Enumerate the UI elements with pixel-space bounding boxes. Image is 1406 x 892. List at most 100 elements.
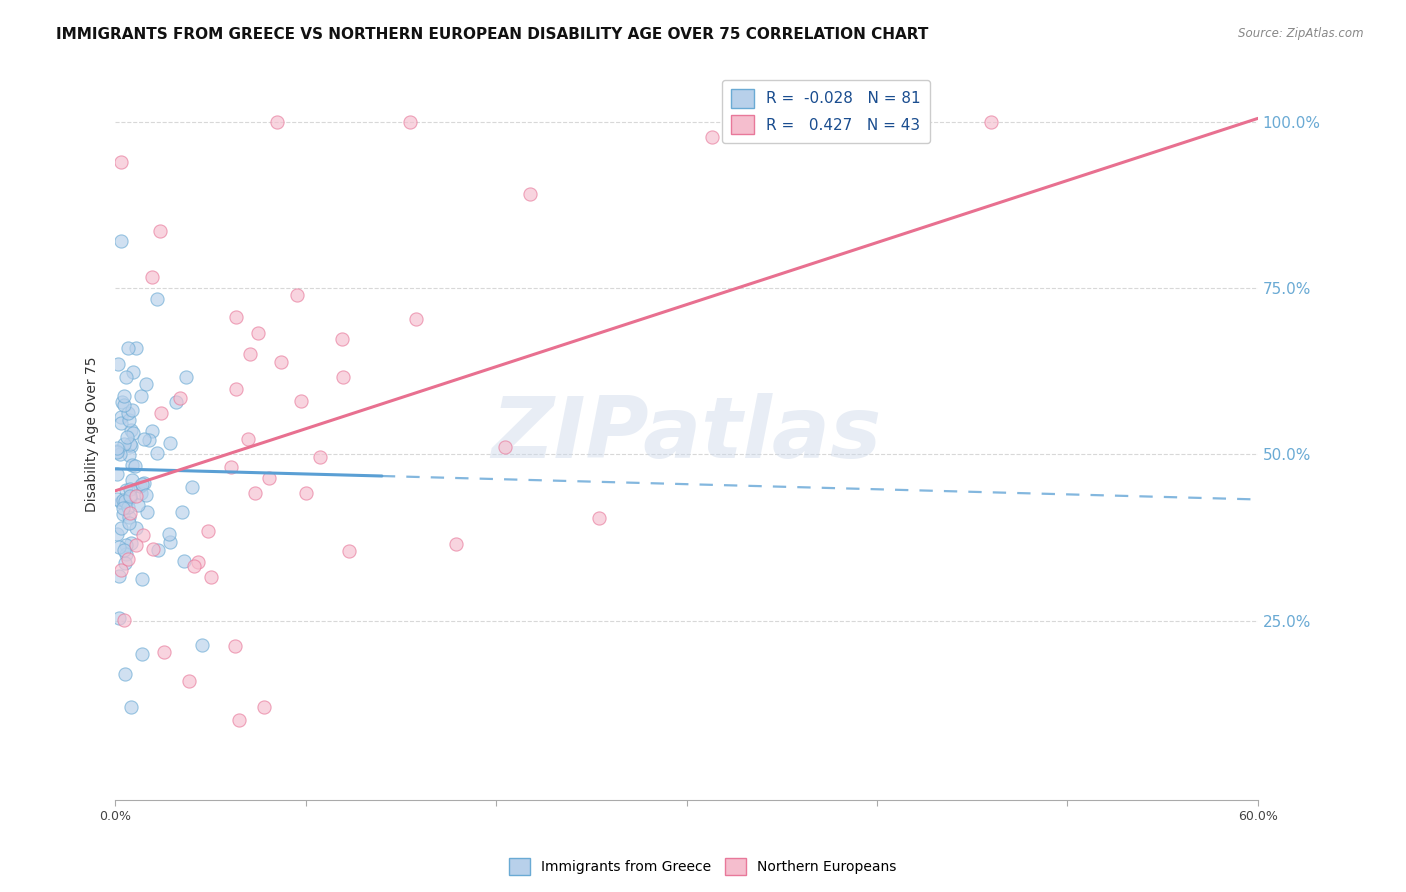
Point (135, 488, 157, 502)
Point (165, 395, 187, 409)
Point (129, 389, 152, 403)
Point (180, 479, 202, 493)
Point (290, 393, 312, 408)
Point (700, 130, 723, 145)
Point (494, 440, 516, 454)
Point (224, 639, 246, 653)
Point (159, 436, 181, 450)
Point (148, 543, 170, 558)
Point (107, 527, 129, 541)
Point (112, 389, 135, 403)
Point (253, 700, 276, 714)
Point (111, 493, 134, 508)
Point (236, 432, 259, 446)
Point (245, 485, 267, 500)
Point (225, 310, 247, 325)
Point (115, 370, 138, 384)
Point (117, 551, 139, 566)
Text: IMMIGRANTS FROM GREECE VS NORTHERN EUROPEAN DISABILITY AGE OVER 75 CORRELATION C: IMMIGRANTS FROM GREECE VS NORTHERN EUROP… (56, 27, 928, 42)
Point (107, 611, 129, 625)
Point (330, 332, 353, 346)
Point (136, 505, 159, 519)
Point (176, 369, 198, 384)
Point (118, 516, 141, 531)
Point (110, 564, 132, 578)
Point (149, 406, 172, 420)
Point (239, 347, 262, 361)
Point (159, 534, 181, 549)
Point (112, 613, 135, 627)
Point (110, 495, 132, 509)
Point (118, 510, 141, 524)
Point (225, 382, 247, 396)
Point (105, 442, 128, 456)
Point (125, 489, 148, 503)
Point (131, 647, 153, 661)
Point (120, 491, 142, 505)
Point (134, 432, 156, 446)
Point (105, 445, 128, 459)
Point (142, 542, 165, 557)
Point (124, 459, 146, 474)
Point (129, 486, 152, 500)
Point (270, 355, 292, 369)
Point (122, 425, 145, 440)
Point (117, 430, 139, 444)
Point (295, 486, 318, 500)
Point (118, 449, 141, 463)
Point (111, 394, 134, 409)
Point (173, 554, 195, 568)
Point (105, 492, 128, 507)
Point (187, 555, 209, 569)
Point (105, 444, 128, 458)
Point (118, 506, 141, 520)
Point (191, 638, 214, 652)
Point (127, 498, 149, 512)
Point (337, 544, 360, 558)
Point (110, 410, 132, 425)
Point (138, 433, 160, 447)
Point (122, 365, 145, 379)
Point (246, 326, 269, 341)
Point (120, 439, 142, 453)
Point (120, 489, 142, 503)
Point (117, 500, 139, 514)
Point (131, 572, 153, 586)
Point (114, 494, 136, 508)
Point (132, 527, 155, 541)
Point (110, 417, 132, 431)
Point (125, 538, 148, 552)
Point (108, 569, 131, 583)
Point (114, 556, 136, 570)
Legend: R =  -0.028   N = 81, R =   0.427   N = 43: R = -0.028 N = 81, R = 0.427 N = 43 (723, 79, 931, 143)
Point (112, 542, 135, 557)
Point (446, 537, 468, 551)
Point (200, 570, 222, 584)
Point (183, 559, 205, 574)
Point (405, 312, 427, 326)
Point (146, 446, 169, 460)
Point (117, 341, 139, 355)
Point (197, 524, 219, 538)
Point (121, 458, 143, 472)
Point (125, 521, 148, 535)
Point (157, 526, 180, 541)
Point (112, 500, 135, 515)
Point (114, 538, 136, 552)
Point (110, 521, 132, 535)
Point (170, 505, 193, 519)
Point (112, 436, 135, 450)
Point (121, 473, 143, 487)
Point (132, 475, 155, 490)
Text: Source: ZipAtlas.com: Source: ZipAtlas.com (1239, 27, 1364, 40)
Point (135, 377, 157, 392)
Point (141, 270, 163, 285)
Point (112, 508, 135, 522)
Point (107, 540, 129, 554)
Point (128, 479, 150, 493)
Point (114, 666, 136, 681)
Point (118, 482, 141, 496)
Point (117, 407, 139, 421)
Point (153, 645, 176, 659)
Point (257, 471, 280, 485)
